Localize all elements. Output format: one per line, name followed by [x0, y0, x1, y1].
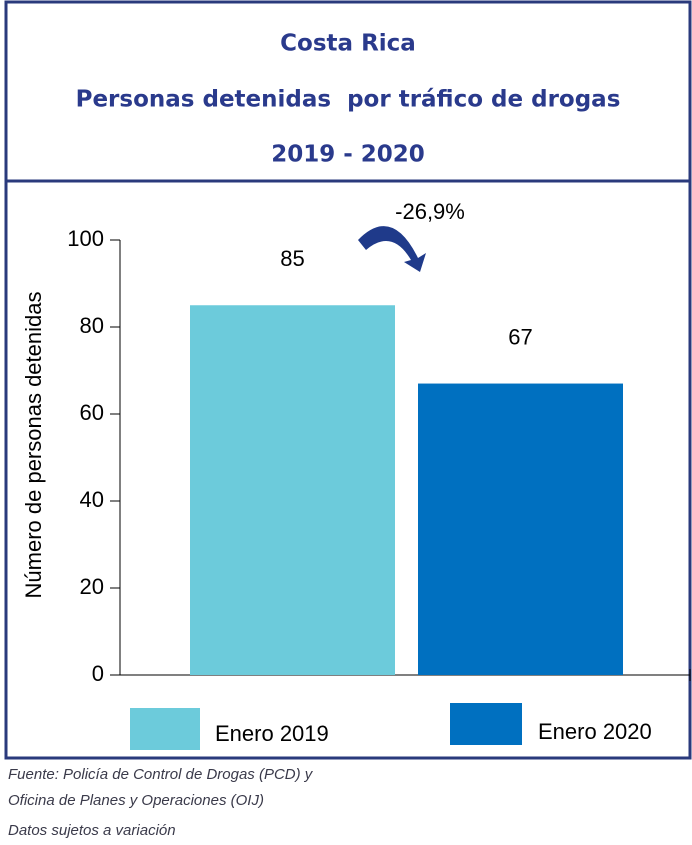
source-line: Oficina de Planes y Operaciones (OIJ) — [8, 792, 264, 809]
legend-label: Enero 2020 — [538, 719, 652, 744]
y-tick-label: 20 — [80, 574, 104, 599]
legend-swatch — [130, 708, 200, 750]
y-tick-label: 0 — [92, 661, 104, 686]
y-tick-label: 60 — [80, 400, 104, 425]
chart-title: Costa Rica — [280, 31, 416, 57]
legend-label: Enero 2019 — [215, 721, 329, 746]
y-tick-label: 100 — [67, 226, 104, 251]
data-label: 85 — [280, 246, 304, 271]
arrow — [358, 226, 426, 272]
note: Datos sujetos a variación — [8, 822, 176, 839]
legend-swatch — [450, 703, 522, 745]
y-tick-label: 40 — [80, 487, 104, 512]
frame — [4, 0, 692, 760]
bar — [418, 383, 623, 675]
chart-subtitle: Personas detenidas por tráfico de drogas — [76, 87, 621, 113]
y-tick-label: 80 — [80, 313, 104, 338]
chart-period: 2019 - 2020 — [271, 142, 425, 168]
data-label: 67 — [508, 324, 532, 349]
annotation: -26,9% — [395, 199, 465, 224]
bar — [190, 305, 395, 675]
y-axis-label: Número de personas detenidas — [21, 292, 46, 599]
source-line: Fuente: Policía de Control de Drogas (PC… — [8, 766, 314, 783]
